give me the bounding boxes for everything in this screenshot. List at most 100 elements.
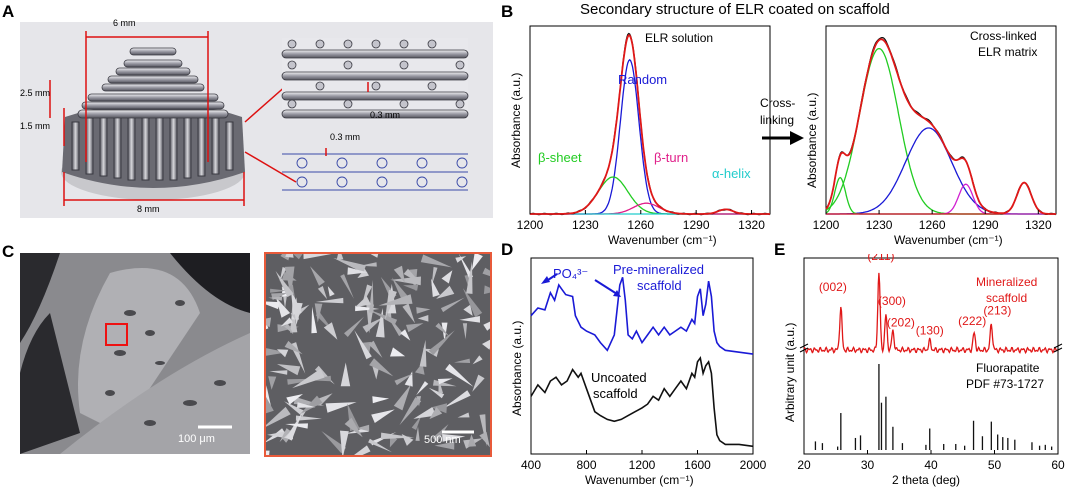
crystal-spike bbox=[393, 265, 405, 283]
dim-bottom-label: 8 mm bbox=[137, 204, 160, 214]
chart-e-peak-label: (130) bbox=[916, 324, 944, 338]
crystal-spike bbox=[437, 378, 453, 385]
crystal-spike bbox=[266, 396, 274, 414]
crystal-spike bbox=[357, 268, 369, 278]
chart-d-ylabel: Absorbance (a.u.) bbox=[510, 321, 524, 416]
crystal-spike bbox=[431, 278, 440, 297]
crystal-spike bbox=[372, 396, 390, 404]
crystal-spike bbox=[378, 294, 413, 306]
crystal-spike bbox=[268, 296, 283, 301]
scale-label-low: 100 μm bbox=[178, 433, 215, 445]
crystal-spike bbox=[462, 323, 468, 340]
chart-e-ylabel: Arbitrary unit (a.u.) bbox=[783, 323, 797, 422]
crystal-spike bbox=[416, 381, 429, 396]
crystal-spike bbox=[455, 256, 467, 263]
crystal-spike bbox=[463, 304, 473, 316]
crystal-spike bbox=[275, 271, 294, 298]
chart-e-peak-label: (213) bbox=[983, 303, 1011, 317]
chart-b-right-component-curve bbox=[825, 47, 1056, 215]
crystal-spike bbox=[415, 426, 420, 441]
chart-b-left-label-beta-turn: β-turn bbox=[654, 150, 688, 165]
chart-b-right-title-l2: ELR matrix bbox=[978, 45, 1037, 59]
scaffold-3d-model bbox=[61, 47, 245, 200]
crosslink-arrow-icon bbox=[762, 131, 804, 145]
chart-b-right-fit-curve bbox=[825, 38, 1056, 215]
chart-d-label-blue-l1: Pre-mineralized bbox=[613, 262, 704, 277]
crystal-spike bbox=[355, 305, 380, 312]
chart-b-left-label-random: Random bbox=[618, 72, 667, 87]
scale-label-high: 500 nm bbox=[424, 434, 461, 446]
chart-b-right-curves bbox=[825, 37, 1057, 216]
crystal-spike bbox=[401, 434, 414, 446]
crystal-spike bbox=[293, 254, 303, 260]
crystal-spike bbox=[467, 434, 477, 447]
crystal-spike bbox=[370, 254, 379, 258]
crystal-spike bbox=[323, 322, 338, 340]
chart-b-right: 1200 1230 1260 1290 1320 Cross-linked ELR ma… bbox=[805, 25, 1057, 247]
crystal-spike bbox=[482, 339, 490, 350]
scaffold-model-illustration bbox=[49, 31, 469, 206]
crystal-spike bbox=[269, 370, 288, 375]
crystal-spike bbox=[402, 303, 416, 324]
crystal-spike bbox=[390, 347, 406, 357]
crosslink-label-1: Cross- bbox=[760, 96, 796, 110]
crystal-spike bbox=[368, 340, 383, 358]
crystal-spike bbox=[315, 297, 344, 304]
crystal-spike bbox=[466, 261, 473, 294]
crystal-spike bbox=[297, 402, 316, 408]
chart-e-mineralized-curve bbox=[803, 272, 1059, 355]
crystal-spike bbox=[454, 358, 471, 363]
chart-e-peak-label: (300) bbox=[878, 294, 906, 308]
panel-b-title: Secondary structure of ELR coated on sca… bbox=[580, 1, 890, 18]
crystal-spike bbox=[482, 267, 490, 277]
zoom-region-box bbox=[105, 323, 128, 346]
dim-h1-label: 2.5 mm bbox=[20, 88, 51, 98]
chart-b-right-tick-label: 1290 bbox=[972, 218, 999, 232]
chart-b-right-ylabel: Absorbance (a.u.) bbox=[805, 93, 819, 188]
chart-d-tick-label: 800 bbox=[576, 458, 596, 472]
panel-label-b: B bbox=[501, 2, 514, 21]
chart-b-left-tick-label: 1200 bbox=[517, 218, 544, 232]
crystal-spike bbox=[442, 434, 466, 442]
sem-high-mag-crystals bbox=[266, 254, 490, 455]
crystal-spike bbox=[268, 376, 277, 390]
crystal-spike bbox=[303, 254, 332, 260]
chart-b-right-tick-label: 1230 bbox=[866, 218, 893, 232]
dim-gap1-label: 0.3 mm bbox=[370, 110, 401, 120]
crystal-spike bbox=[299, 395, 323, 415]
crystal-spike bbox=[344, 417, 363, 438]
chart-b-right-measured-curve bbox=[825, 37, 1057, 216]
crystal-spike bbox=[286, 394, 303, 405]
crystal-spike bbox=[369, 358, 394, 377]
crystal-spike bbox=[279, 428, 291, 442]
crystal-spike bbox=[336, 254, 344, 260]
chart-e-tick-label: 30 bbox=[861, 458, 875, 472]
chart-e-peak-label: (222) bbox=[958, 314, 986, 328]
chart-e-label-l2: scaffold bbox=[986, 291, 1027, 305]
crystal-spike bbox=[429, 407, 443, 420]
chart-e-peak-label: (211) bbox=[867, 254, 894, 263]
chart-b-left-xlabel: Wavenumber (cm⁻¹) bbox=[608, 233, 717, 247]
crystal-spike bbox=[270, 288, 288, 293]
crystal-spike bbox=[327, 286, 335, 297]
crystal-spike bbox=[354, 330, 372, 360]
chart-b-left-label-beta-sheet: β-sheet bbox=[538, 150, 582, 165]
crystal-spike bbox=[284, 323, 294, 335]
chart-e-tick-label: 20 bbox=[797, 458, 811, 472]
crystal-spike bbox=[457, 412, 470, 418]
crystal-spike bbox=[280, 317, 293, 327]
panel-label-c: C bbox=[2, 242, 15, 261]
chart-b-left-title: ELR solution bbox=[645, 31, 713, 45]
chart-d-arrow-1-head bbox=[541, 276, 550, 284]
chart-b-left-tick-label: 1230 bbox=[572, 218, 599, 232]
crystal-spike bbox=[279, 267, 287, 282]
crystal-spike bbox=[435, 322, 450, 337]
chart-b-left-component-curve bbox=[530, 176, 770, 215]
dim-h2-label: 1.5 mm bbox=[20, 121, 51, 131]
dim-top-label: 6 mm bbox=[113, 18, 136, 28]
chart-d-curves bbox=[530, 277, 754, 448]
chart-d-arrow-2-head bbox=[613, 290, 621, 297]
chart-e-peak-labels: (002) (211) (300) (202)(130) (222)(213) bbox=[819, 254, 1012, 338]
crystal-spike bbox=[431, 267, 438, 287]
crystal-spike bbox=[311, 306, 317, 334]
